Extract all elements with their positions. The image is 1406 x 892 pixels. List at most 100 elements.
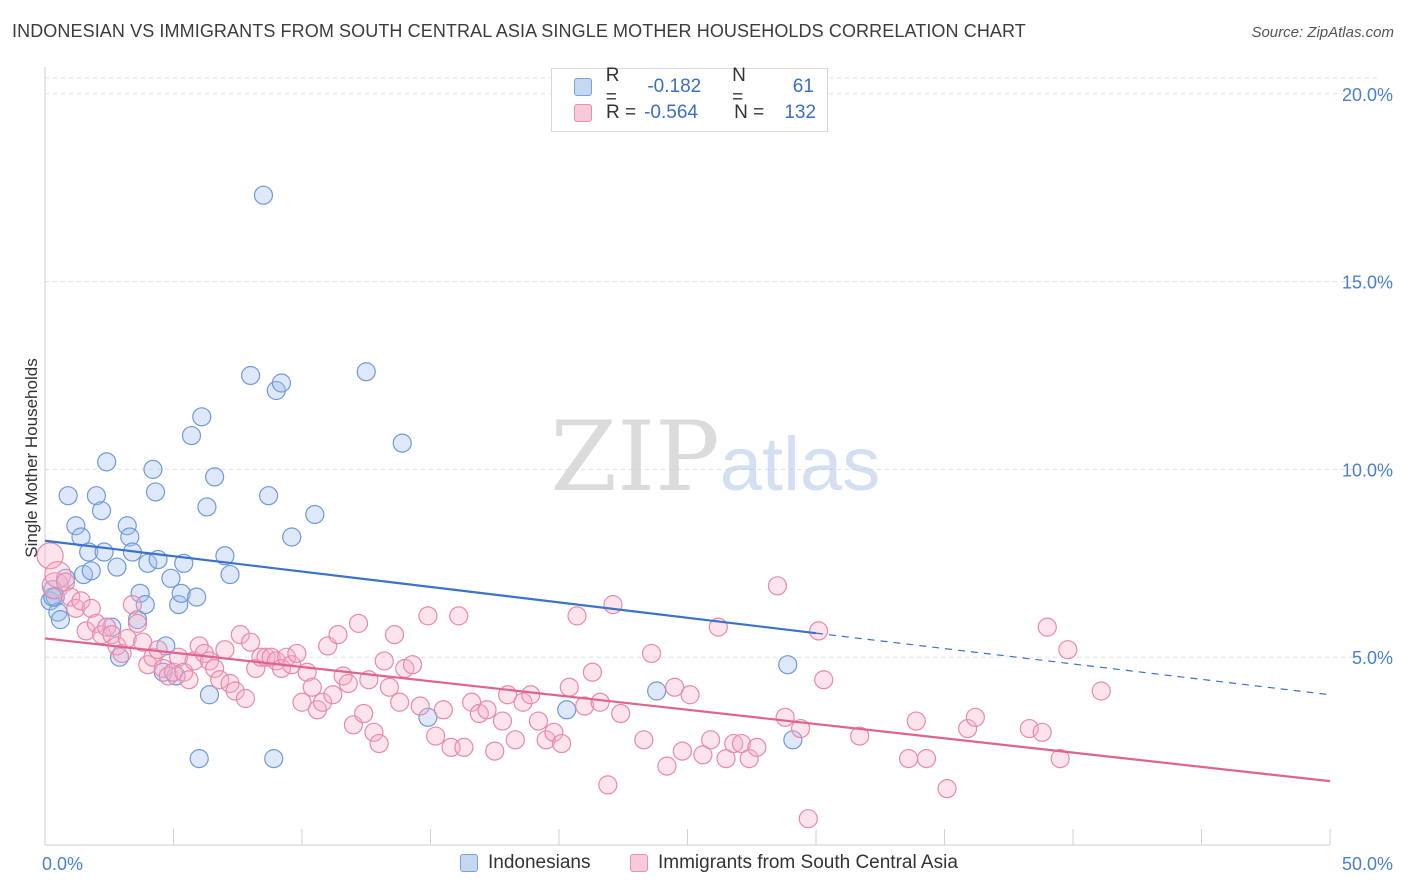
immigrant-point bbox=[179, 670, 199, 690]
immigrant-point bbox=[454, 737, 474, 757]
immigrant-point bbox=[112, 643, 132, 664]
y-tick-label: 20.0% bbox=[1342, 85, 1393, 105]
indonesian-point bbox=[253, 185, 274, 205]
n-value: 61 bbox=[792, 76, 814, 97]
legend-label: Immigrants from South Central Asia bbox=[658, 852, 958, 873]
immigrant-point bbox=[36, 542, 64, 570]
indonesian-point bbox=[117, 516, 137, 536]
indonesian-point bbox=[215, 546, 235, 566]
legend-item-immigrants[interactable]: Immigrants from South Central Asia bbox=[630, 852, 958, 874]
immigrant-point bbox=[544, 722, 564, 742]
immigrant-point bbox=[41, 572, 69, 600]
immigrant-point bbox=[492, 711, 513, 731]
immigrant-point bbox=[850, 726, 870, 746]
immigrant-point bbox=[808, 621, 829, 641]
stats-row-indonesians: R = -0.182 N = 61 bbox=[574, 65, 827, 108]
legend-swatch-blue bbox=[460, 854, 478, 872]
immigrant-point bbox=[590, 692, 610, 712]
indonesian-point bbox=[81, 561, 101, 581]
stats-row-immigrants: R = -0.564 N = 132 bbox=[574, 101, 824, 125]
immigrant-point bbox=[767, 576, 788, 596]
immigrant-point bbox=[567, 606, 587, 626]
immigrant-point bbox=[898, 749, 919, 769]
immigrant-point bbox=[462, 692, 482, 712]
immigrant-point bbox=[701, 730, 721, 750]
immigrant-point bbox=[426, 726, 446, 746]
indonesian-point bbox=[145, 482, 166, 502]
immigrant-point bbox=[657, 756, 677, 776]
indonesian-point bbox=[130, 583, 150, 603]
immigrant-point bbox=[122, 595, 142, 615]
indonesian-point bbox=[220, 564, 240, 585]
immigrant-point bbox=[449, 606, 469, 626]
legend-label: Indonesians bbox=[488, 852, 591, 873]
indonesian-point bbox=[282, 527, 302, 547]
y-tick-label: 5.0% bbox=[1352, 648, 1393, 668]
indonesian-point bbox=[305, 504, 325, 525]
indonesian-point bbox=[264, 749, 284, 769]
immigrant-point bbox=[374, 651, 394, 671]
immigrant-point bbox=[348, 613, 369, 633]
stats-swatch-blue bbox=[574, 78, 592, 96]
immigrant-point bbox=[634, 730, 654, 750]
immigrant-point bbox=[102, 625, 122, 645]
immigrant-point bbox=[127, 613, 148, 633]
immigrant-point bbox=[513, 692, 533, 712]
indonesian-point bbox=[557, 700, 577, 720]
indonesian-point bbox=[189, 749, 209, 769]
immigrant-point bbox=[86, 613, 107, 633]
r-value: -0.564 bbox=[644, 102, 698, 123]
immigrant-point bbox=[158, 666, 178, 686]
indonesian-point bbox=[197, 497, 217, 517]
immigrant-point bbox=[641, 643, 662, 664]
indonesian-point bbox=[66, 516, 86, 536]
n-label: N = bbox=[732, 65, 746, 108]
immigrant-trend-line bbox=[44, 637, 1331, 783]
immigrant-point bbox=[814, 670, 834, 690]
immigrant-point bbox=[716, 749, 736, 769]
immigrant-point bbox=[410, 696, 430, 716]
r-label: R = bbox=[605, 65, 620, 108]
data-points bbox=[36, 185, 1111, 829]
immigrant-point bbox=[536, 730, 556, 750]
watermark-zip: ZIP bbox=[550, 401, 719, 513]
immigrant-point bbox=[76, 621, 96, 641]
chart-title: INDONESIAN VS IMMIGRANTS FROM SOUTH CENT… bbox=[12, 21, 1026, 41]
indonesian-point bbox=[187, 587, 207, 607]
indonesian-point bbox=[181, 425, 202, 446]
indonesian-trend-extension bbox=[815, 632, 1331, 696]
indonesian-trend-line bbox=[44, 539, 817, 635]
indonesian-point bbox=[169, 595, 189, 615]
immigrant-point bbox=[133, 632, 153, 652]
legend-item-indonesians[interactable]: Indonesians bbox=[460, 852, 590, 874]
immigrant-point bbox=[230, 625, 250, 645]
indonesian-point bbox=[94, 542, 114, 562]
immigrant-point bbox=[433, 700, 453, 720]
immigrant-point bbox=[958, 718, 978, 739]
immigrant-point bbox=[937, 779, 957, 799]
immigrant-point bbox=[611, 703, 631, 724]
immigrant-point bbox=[528, 711, 549, 731]
immigrant-point bbox=[225, 681, 245, 701]
immigrant-point bbox=[680, 685, 700, 705]
indonesian-point bbox=[143, 459, 163, 479]
axes bbox=[44, 67, 1331, 846]
immigrant-point bbox=[521, 685, 541, 705]
immigrant-point bbox=[163, 662, 184, 682]
y-tick-label: 10.0% bbox=[1342, 460, 1393, 480]
n-value: 132 bbox=[784, 102, 817, 123]
immigrant-point bbox=[328, 625, 348, 645]
immigrant-point bbox=[384, 625, 405, 645]
watermark-atlas: atlas bbox=[720, 422, 881, 507]
indonesian-point bbox=[241, 365, 261, 386]
immigrant-point bbox=[731, 733, 752, 754]
immigrant-point bbox=[354, 703, 374, 724]
immigrant-point bbox=[287, 643, 307, 664]
indonesian-point bbox=[91, 501, 112, 521]
immigrant-point bbox=[790, 718, 811, 739]
indonesian-point bbox=[48, 602, 68, 622]
n-label: N = bbox=[734, 102, 765, 123]
immigrant-point bbox=[477, 700, 497, 720]
y-tick-label: 15.0% bbox=[1342, 273, 1393, 293]
